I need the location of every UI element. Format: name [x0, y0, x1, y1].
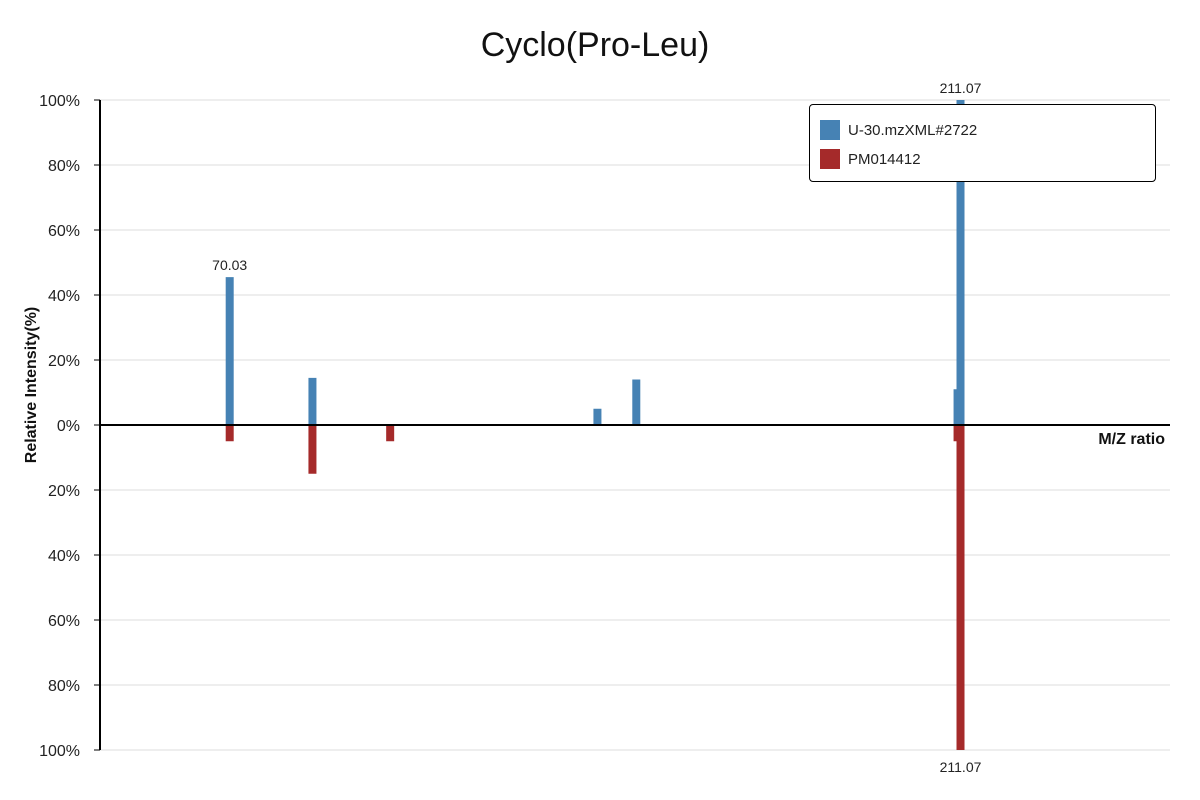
legend: U-30.mzXML#2722 PM014412	[809, 104, 1156, 182]
peak-label: 70.03	[212, 257, 247, 273]
query-peak-bar	[632, 379, 641, 425]
y-tick-label: 20%	[48, 483, 80, 500]
axes	[94, 99, 1170, 751]
query-peak-bar	[593, 408, 602, 425]
y-tick-label: 20%	[48, 353, 80, 370]
legend-swatch-query	[820, 120, 840, 140]
legend-label-reference: PM014412	[848, 150, 921, 168]
y-tick-label: 80%	[48, 158, 80, 175]
grid-lines	[100, 99, 1170, 751]
chart-title: Cyclo(Pro-Leu)	[480, 26, 710, 64]
query-peak-bar	[225, 277, 234, 425]
y-tick-label: 100%	[39, 93, 80, 110]
y-tick-label: 60%	[48, 223, 80, 240]
y-tick-label: 0%	[57, 418, 80, 435]
peak-label: 211.07	[940, 759, 982, 775]
legend-item-query[interactable]: U-30.mzXML#2722	[820, 120, 977, 140]
y-tick-label: 40%	[48, 548, 80, 565]
reference-peak-bar	[225, 425, 234, 442]
reference-peak-bar	[956, 425, 965, 750]
x-axis-label: M/Z ratio	[1098, 431, 1165, 448]
y-tick-label: 60%	[48, 613, 80, 630]
y-axis-label: Relative Intensity(%)	[23, 307, 40, 463]
reference-peak-bar	[308, 425, 317, 474]
y-tick-label: 100%	[39, 743, 80, 760]
query-peak-bar	[308, 377, 317, 425]
reference-peak-bar	[386, 425, 395, 442]
query-peak-bar	[956, 100, 965, 425]
y-tick-label: 80%	[48, 678, 80, 695]
peak-label: 211.07	[940, 80, 982, 96]
labels: 100% 80% 60% 40% 20% 0% 20% 40% 60% 80% 100% 70.03 2…	[23, 80, 1165, 775]
y-tick-label: 40%	[48, 288, 80, 305]
peak-bars	[225, 100, 965, 750]
legend-label-query: U-30.mzXML#2722	[848, 121, 978, 139]
legend-item-reference[interactable]: PM014412	[820, 149, 921, 169]
legend-swatch-reference	[820, 149, 840, 169]
